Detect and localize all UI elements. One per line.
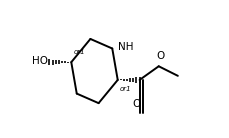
Text: NH: NH: [117, 42, 133, 52]
Text: O: O: [132, 99, 140, 109]
Text: HO: HO: [32, 56, 48, 67]
Text: or1: or1: [119, 86, 131, 92]
Text: O: O: [155, 51, 164, 61]
Text: or1: or1: [73, 49, 85, 55]
